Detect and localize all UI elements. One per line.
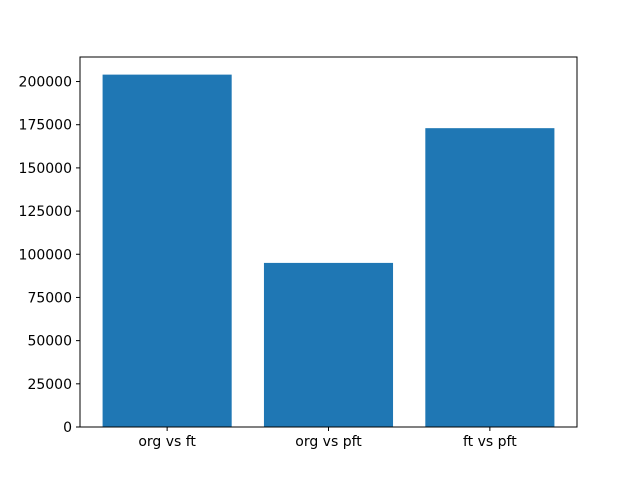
plot-border bbox=[79, 56, 578, 428]
y-tick-label: 25000 bbox=[27, 377, 72, 393]
y-tick-label: 75000 bbox=[27, 290, 72, 306]
bar-org-vs-pft bbox=[263, 262, 394, 427]
x-tick-label: org vs ft bbox=[138, 434, 196, 450]
y-tick-label: 175000 bbox=[19, 118, 72, 134]
y-tick-label: 200000 bbox=[19, 75, 72, 91]
x-tick-label: ft vs pft bbox=[463, 434, 517, 450]
x-tick-label: org vs pft bbox=[295, 434, 362, 450]
bar-ft-vs-pft bbox=[425, 128, 555, 428]
y-tick-label: 125000 bbox=[19, 204, 72, 220]
y-tick-label: 150000 bbox=[19, 161, 72, 177]
y-tick-label: 100000 bbox=[19, 247, 72, 263]
bar-org-vs-ft bbox=[102, 74, 232, 428]
y-tick-label: 0 bbox=[63, 420, 72, 436]
y-tick-label: 50000 bbox=[27, 334, 72, 350]
